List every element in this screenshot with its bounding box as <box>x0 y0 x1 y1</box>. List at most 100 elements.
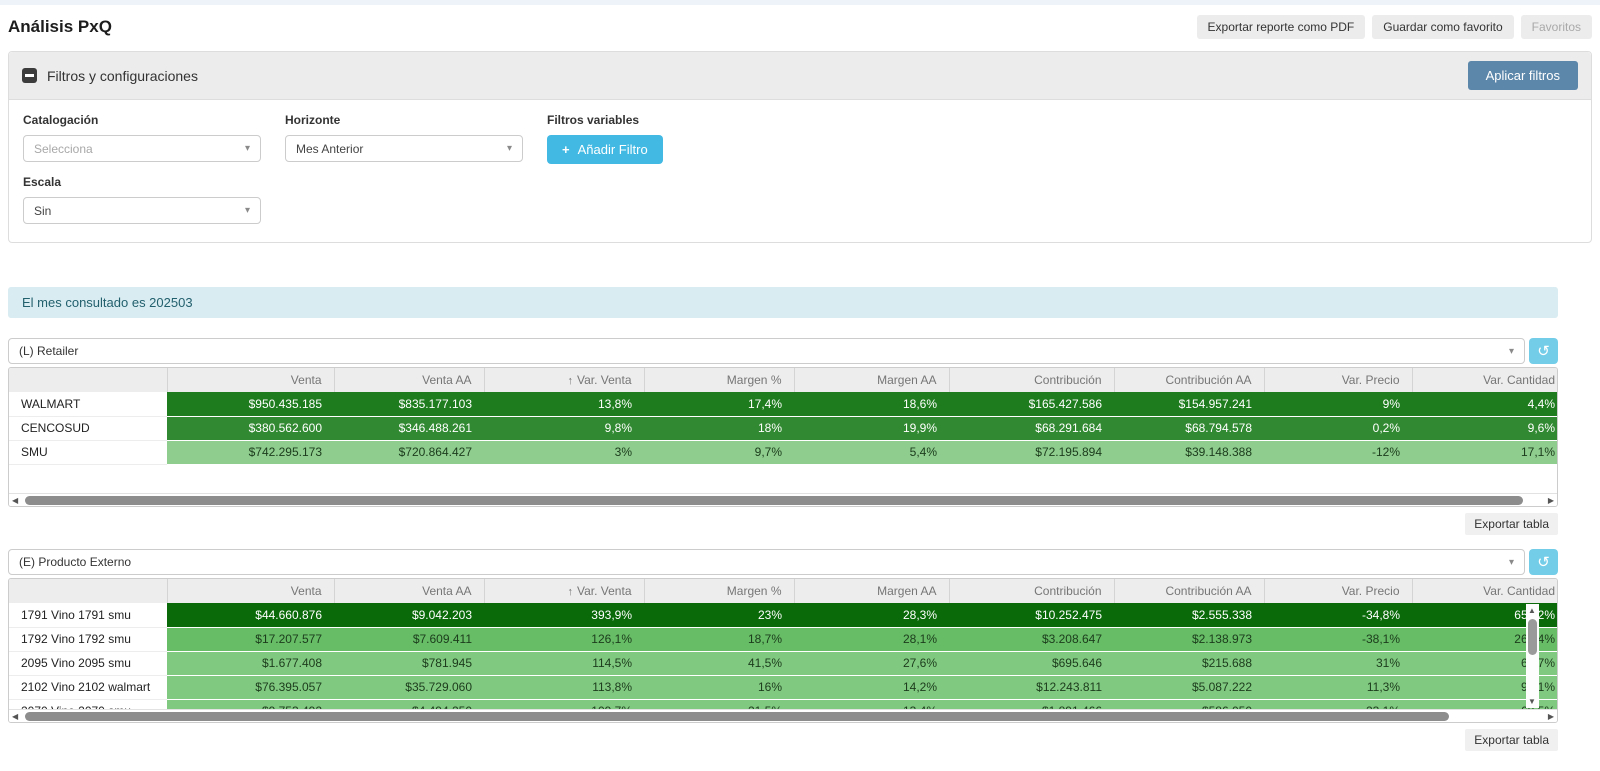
retailer-table-zone: (L) Retailer ▾ ↺ Venta Venta AA <box>8 338 1558 507</box>
add-filter-button[interactable]: + Añadir Filtro <box>547 135 663 164</box>
h-scrollbar[interactable]: ◀ ▶ <box>9 493 1557 506</box>
escala-select[interactable]: Sin ▾ <box>23 197 261 224</box>
sort-asc-icon: ↑ <box>567 586 574 598</box>
save-favorite-button[interactable]: Guardar como favorito <box>1372 15 1514 39</box>
cell-contribucion-aa: $39.148.388 <box>1114 440 1264 465</box>
cell-var-venta: 393,9% <box>484 603 644 628</box>
reset-table-button[interactable]: ↺ <box>1529 549 1558 575</box>
retailer-table-body: WALMART $950.435.185 $835.177.103 13,8% … <box>9 392 1557 465</box>
column-header-venta[interactable]: Venta <box>167 368 335 392</box>
h-scroll-thumb[interactable] <box>25 496 1523 505</box>
column-header-margen-aa[interactable]: Margen AA <box>794 368 950 392</box>
column-header-contribucion-aa[interactable]: Contribución AA <box>1114 368 1265 392</box>
column-header-var-precio[interactable]: Var. Precio <box>1264 579 1413 603</box>
cell-var-cantidad: 4,4% <box>1412 392 1557 417</box>
h-scroll-thumb[interactable] <box>25 712 1449 721</box>
export-table-button[interactable]: Exportar tabla <box>1465 513 1558 535</box>
catalogacion-value: Selecciona <box>34 141 93 156</box>
cell-contribucion-aa: $586.050 <box>1114 699 1264 709</box>
retailer-dimension-select[interactable]: (L) Retailer ▾ <box>8 338 1525 364</box>
h-scrollbar[interactable]: ◀ ▶ <box>9 709 1557 722</box>
producto-table-frame: Venta Venta AA ↑ Var. Venta Margen % Marg… <box>8 578 1558 723</box>
column-header-var-cantidad[interactable]: Var. Cantidad <box>1412 579 1557 603</box>
column-header-contribucion[interactable]: Contribución <box>949 368 1115 392</box>
cell-var-precio: 0,2% <box>1264 416 1412 441</box>
cell-var-venta: 113,8% <box>484 675 644 700</box>
cell-contribucion-aa: $5.087.222 <box>1114 675 1264 700</box>
scroll-right-icon[interactable]: ▶ <box>1547 496 1554 505</box>
cell-margen-aa: 19,9% <box>794 416 949 441</box>
row-label: 1792 Vino 1792 smu <box>9 627 167 652</box>
producto-table-zone: (E) Producto Externo ▾ ↺ Venta Venta A <box>8 549 1558 723</box>
column-header-contribucion[interactable]: Contribución <box>949 579 1115 603</box>
v-scroll-thumb[interactable] <box>1528 619 1537 655</box>
producto-select-row: (E) Producto Externo ▾ ↺ <box>8 549 1558 575</box>
sort-asc-icon: ↑ <box>567 375 574 387</box>
column-header-var-cantidad[interactable]: Var. Cantidad <box>1412 368 1557 392</box>
catalogacion-select[interactable]: Selecciona ▾ <box>23 135 261 162</box>
table-row: 2070 Vino 2070 smu $9.753.492 $4.494.250… <box>9 699 1557 709</box>
cell-margen: 21,5% <box>644 699 794 709</box>
table-row: SMU $742.295.173 $720.864.427 3% 9,7% 5,… <box>9 440 1557 465</box>
column-header-margen[interactable]: Margen % <box>644 579 795 603</box>
column-header-venta-aa[interactable]: Venta AA <box>334 368 485 392</box>
month-banner: El mes consultado es 202503 <box>8 287 1558 318</box>
cell-margen: 18% <box>644 416 794 441</box>
cell-var-venta: 3% <box>484 440 644 465</box>
filtros-variables-field: Filtros variables + Añadir Filtro <box>547 113 1577 164</box>
scroll-up-icon[interactable]: ▲ <box>1528 606 1536 615</box>
add-filter-label: Añadir Filtro <box>577 142 648 157</box>
export-table-button[interactable]: Exportar tabla <box>1465 729 1558 751</box>
cell-margen: 17,4% <box>644 392 794 417</box>
horizonte-label: Horizonte <box>285 113 341 127</box>
favorites-button[interactable]: Favoritos <box>1520 15 1592 39</box>
producto-dimension-select[interactable]: (E) Producto Externo ▾ <box>8 549 1525 575</box>
cell-var-precio: 11,3% <box>1264 675 1412 700</box>
cell-var-venta: 126,1% <box>484 627 644 652</box>
row-label: CENCOSUD <box>9 416 167 441</box>
cell-var-precio: 31% <box>1264 651 1412 676</box>
filters-panel-title: Filtros y configuraciones <box>22 68 198 84</box>
retailer-header-row: Venta Venta AA ↑ Var. Venta Margen % Marg… <box>9 368 1557 392</box>
cell-contribucion: $68.291.684 <box>949 416 1114 441</box>
retailer-select-row: (L) Retailer ▾ ↺ <box>8 338 1558 364</box>
apply-filters-button[interactable]: Aplicar filtros <box>1467 61 1578 90</box>
reset-table-button[interactable]: ↺ <box>1529 338 1558 364</box>
scroll-left-icon[interactable]: ◀ <box>12 712 19 721</box>
scroll-right-icon[interactable]: ▶ <box>1547 712 1554 721</box>
column-header-var-venta[interactable]: ↑ Var. Venta <box>484 579 645 603</box>
row-label: 1791 Vino 1791 smu <box>9 603 167 628</box>
table-row: WALMART $950.435.185 $835.177.103 13,8% … <box>9 392 1557 417</box>
column-header-contribucion-aa[interactable]: Contribución AA <box>1114 579 1265 603</box>
retailer-table-frame: Venta Venta AA ↑ Var. Venta Margen % Marg… <box>8 367 1558 507</box>
escala-value: Sin <box>34 203 52 218</box>
scroll-left-icon[interactable]: ◀ <box>12 496 19 505</box>
producto-table-viewport: Venta Venta AA ↑ Var. Venta Margen % Marg… <box>9 579 1557 709</box>
cell-var-precio: -23,1% <box>1264 699 1412 709</box>
row-label: 2095 Vino 2095 smu <box>9 651 167 676</box>
column-header-var-venta[interactable]: ↑ Var. Venta <box>484 368 645 392</box>
cell-venta-aa: $4.494.250 <box>334 699 484 709</box>
scroll-down-icon[interactable]: ▼ <box>1528 697 1536 706</box>
collapse-icon[interactable] <box>22 68 37 83</box>
table-row: 1792 Vino 1792 smu $17.207.577 $7.609.41… <box>9 627 1557 652</box>
cell-contribucion: $3.208.647 <box>949 627 1114 652</box>
table-row: 2095 Vino 2095 smu $1.677.408 $781.945 1… <box>9 651 1557 676</box>
cell-contribucion: $12.243.811 <box>949 675 1114 700</box>
export-pdf-button[interactable]: Exportar reporte como PDF <box>1196 15 1366 39</box>
column-header-var-precio[interactable]: Var. Precio <box>1264 368 1413 392</box>
chevron-down-icon: ▾ <box>244 205 250 216</box>
cell-margen-aa: 14,2% <box>794 675 949 700</box>
column-header-margen[interactable]: Margen % <box>644 368 795 392</box>
table-row: 1791 Vino 1791 smu $44.660.876 $9.042.20… <box>9 603 1557 628</box>
filters-panel-title-text: Filtros y configuraciones <box>47 67 198 84</box>
cell-margen: 23% <box>644 603 794 628</box>
column-header-margen-aa[interactable]: Margen AA <box>794 579 950 603</box>
escala-label: Escala <box>23 175 62 189</box>
cell-margen-aa: 18,6% <box>794 392 949 417</box>
row-label: SMU <box>9 440 167 465</box>
horizonte-select[interactable]: Mes Anterior ▾ <box>285 135 523 162</box>
v-scrollbar[interactable]: ▲ ▼ <box>1526 604 1539 708</box>
column-header-venta[interactable]: Venta <box>167 579 335 603</box>
column-header-venta-aa[interactable]: Venta AA <box>334 579 485 603</box>
